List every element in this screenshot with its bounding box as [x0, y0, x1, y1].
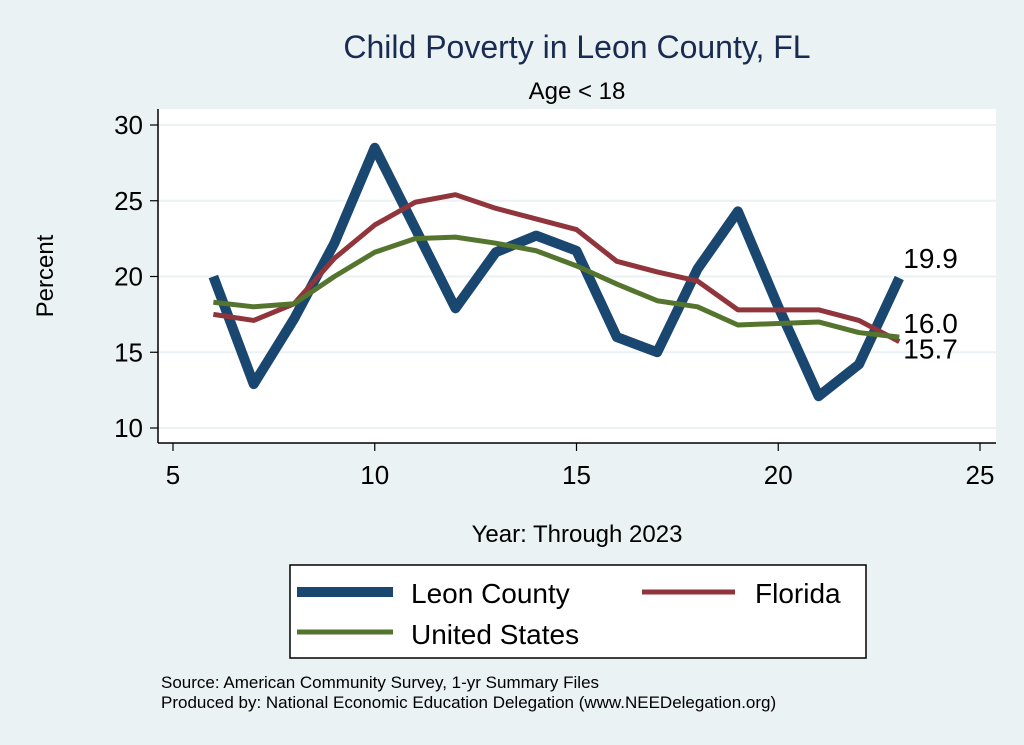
end-label-united-states: 16.0 — [903, 308, 958, 339]
legend: Leon County Florida United States — [289, 564, 867, 659]
chart-title: Child Poverty in Leon County, FL — [343, 29, 810, 65]
x-tick-label: 10 — [360, 460, 389, 490]
legend-label-united-states: United States — [411, 619, 579, 650]
series-line-florida — [212, 192, 901, 344]
x-tick-label: 25 — [966, 460, 995, 490]
x-tick-label: 20 — [764, 460, 793, 490]
legend-label-florida: Florida — [755, 578, 841, 609]
end-labels: 19.9 15.716.0 — [903, 243, 958, 365]
end-label-florida: 15.7 — [903, 334, 958, 365]
chart-subtitle: Age < 18 — [529, 78, 626, 105]
source-note: Source: American Community Survey, 1-yr … — [161, 673, 599, 692]
y-axis-title: Percent — [32, 234, 59, 317]
x-tick-label: 15 — [562, 460, 591, 490]
axes: 10 15 20 25 30 5 10 15 20 25 — [114, 109, 996, 490]
y-tick-label: 25 — [114, 186, 143, 216]
gridlines — [158, 124, 996, 429]
y-tick-label: 10 — [114, 413, 143, 443]
end-label-leon-county: 19.9 — [903, 243, 958, 274]
y-tick-label: 30 — [114, 110, 143, 140]
series-line-united-states — [213, 234, 900, 340]
legend-label-leon-county: Leon County — [411, 578, 570, 609]
x-axis-title: Year: Through 2023 — [472, 521, 683, 548]
y-tick-label: 20 — [114, 262, 143, 292]
x-tick-label: 5 — [166, 460, 180, 490]
series-layer — [208, 142, 904, 402]
legend-box — [289, 564, 867, 659]
producer-note: Produced by: National Economic Education… — [161, 693, 776, 712]
y-tick-label: 15 — [114, 337, 143, 367]
